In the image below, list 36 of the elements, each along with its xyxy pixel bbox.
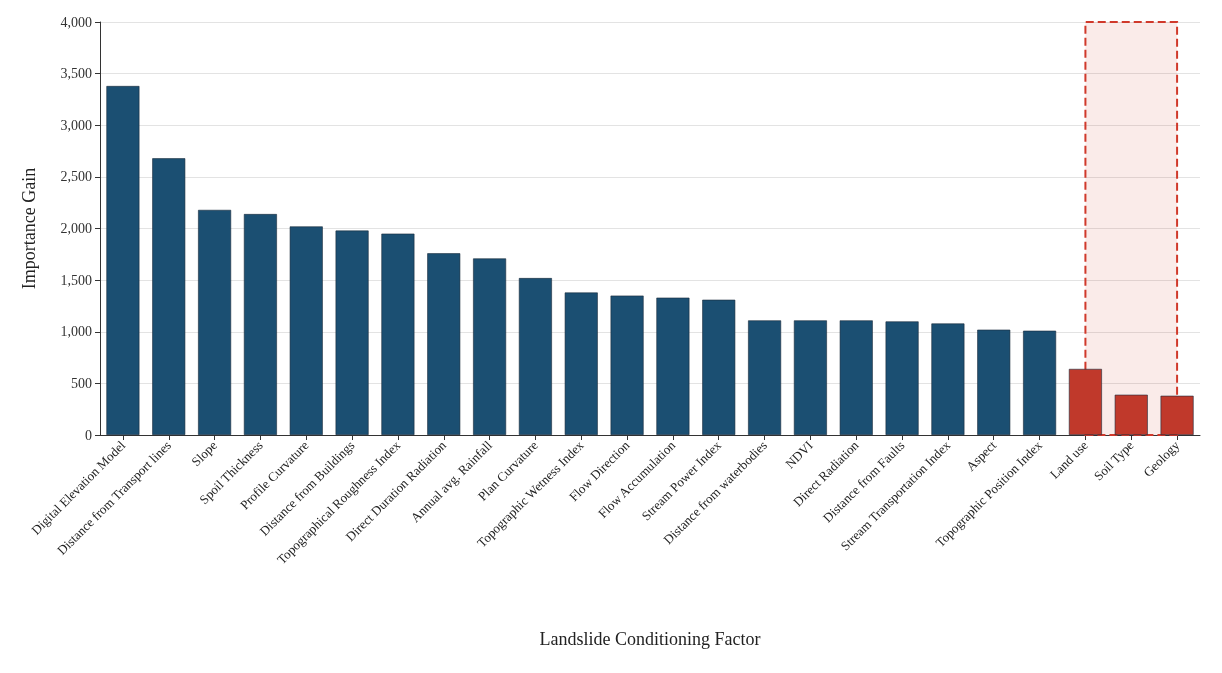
bar	[518, 278, 552, 435]
y-tick-label: 2,500	[60, 169, 92, 185]
y-tick-label: 500	[71, 375, 92, 391]
bar	[793, 320, 827, 435]
y-tick-label: 1,000	[60, 324, 92, 340]
y-tick-label: 3,000	[60, 117, 92, 133]
bar	[427, 253, 461, 435]
bar	[335, 230, 369, 435]
y-tick-label: 2,000	[60, 221, 92, 236]
bar	[748, 320, 782, 435]
bar	[152, 158, 186, 435]
bar	[473, 258, 507, 435]
x-axis-title: Landslide Conditioning Factor	[539, 629, 761, 649]
bar	[610, 295, 644, 435]
bar	[702, 299, 736, 435]
bar	[564, 292, 598, 435]
bar	[106, 86, 140, 435]
bar	[289, 226, 323, 435]
y-tick-label: 1,500	[60, 272, 92, 288]
y-tick-label: 0	[85, 427, 92, 443]
bar	[839, 320, 873, 435]
bar	[1023, 330, 1057, 435]
bar	[1160, 395, 1194, 435]
bar	[656, 297, 690, 435]
bar	[1068, 368, 1102, 435]
bar	[1114, 394, 1148, 435]
y-axis-title: Importance Gain	[19, 167, 39, 290]
y-tick-label: 3,500	[60, 66, 92, 82]
bar	[885, 321, 919, 435]
bar	[977, 329, 1011, 435]
bar	[243, 214, 277, 435]
bar	[381, 233, 415, 435]
y-tick-label: 4,000	[60, 14, 92, 30]
bar	[198, 209, 232, 435]
bar	[931, 323, 965, 435]
x-tick-label: Soil Type	[1090, 437, 1137, 484]
